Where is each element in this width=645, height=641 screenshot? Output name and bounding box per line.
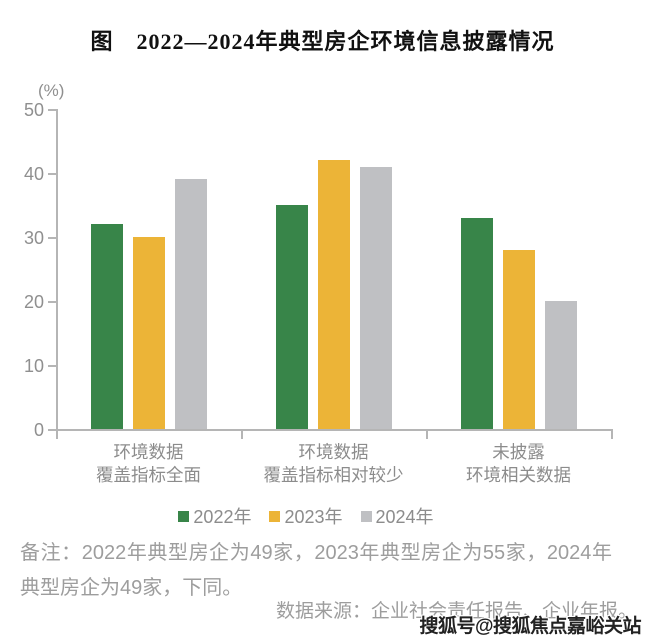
category-label-line2: 覆盖指标全面 — [96, 465, 201, 485]
legend-item: 2024年 — [360, 503, 434, 529]
legend-swatch — [178, 510, 190, 522]
category-label-line1: 环境数据 — [298, 442, 369, 462]
legend-label: 2024年 — [375, 507, 434, 527]
y-axis-line — [56, 109, 58, 431]
plot-area: 0 10 20 30 40 50 — [24, 100, 613, 440]
category-label-line1: 环境数据 — [113, 442, 184, 462]
bar-2022年 — [275, 205, 308, 429]
bar-groups — [56, 109, 611, 429]
x-tick-mark — [56, 431, 58, 439]
y-tick-mark — [48, 237, 56, 239]
category-label-line1: 未披露 — [492, 442, 545, 462]
category-label: 环境数据覆盖指标相对较少 — [241, 441, 426, 487]
bar-2024年 — [174, 179, 207, 429]
x-tick-mark — [611, 431, 613, 439]
remark-note: 备注：2022年典型房企为49家，2023年典型房企为55家，2024年典型房企… — [20, 542, 612, 599]
bar-group — [426, 217, 611, 429]
bar-2023年 — [502, 249, 535, 429]
bar-group — [241, 160, 426, 429]
category-label-line2: 覆盖指标相对较少 — [263, 465, 404, 485]
bar-2022年 — [90, 224, 123, 429]
x-tick-mark — [241, 431, 243, 439]
legend-swatch — [360, 510, 372, 522]
legend-label: 2023年 — [284, 507, 343, 527]
bar-group — [56, 179, 241, 429]
y-tick-mark — [48, 429, 56, 431]
y-tick-mark — [48, 173, 56, 175]
data-source-note: 数据来源：企业社会责任报告、企业年报。 — [275, 601, 637, 622]
category-labels: 环境数据 覆盖指标全面 环境数据 覆盖指标相对较少 未披露 环境相关数据 — [56, 441, 611, 487]
legend-item: 2023年 — [269, 503, 343, 529]
y-tick-label: 20 — [23, 292, 44, 312]
y-tick-label: 30 — [23, 228, 44, 248]
legend-item: 2022年 — [178, 503, 251, 529]
bar-2023年 — [132, 237, 165, 429]
bar-2024年 — [359, 166, 392, 429]
category-label: 环境数据覆盖指标全面 — [56, 441, 241, 487]
legend-label: 2022年 — [193, 507, 252, 527]
watermark-text: 搜狐号@搜狐焦点嘉峪关站 — [419, 616, 641, 637]
y-tick-mark — [48, 365, 56, 367]
legend: 2022年 2023年 2024年 — [0, 503, 612, 529]
category-label: 未披露 环境相关数据 — [426, 441, 611, 487]
chart-title: 图 2022—2024年典型房企环境信息披露情况 — [90, 29, 555, 54]
bar-2024年 — [544, 301, 577, 429]
y-tick-label: 10 — [23, 356, 44, 376]
y-tick-label: 50 — [23, 100, 44, 120]
y-axis-unit-label: (%) — [38, 81, 65, 100]
legend-swatch — [269, 510, 281, 522]
x-axis-line — [56, 429, 613, 431]
category-label-line2: 环境相关数据 — [466, 465, 571, 485]
y-tick-mark — [48, 301, 56, 303]
y-tick-label: 0 — [33, 420, 44, 440]
bar-2023年 — [317, 160, 350, 429]
y-tick-mark — [48, 109, 56, 111]
y-tick-label: 40 — [23, 164, 44, 184]
x-tick-mark — [426, 431, 428, 439]
bar-2022年 — [460, 217, 493, 429]
